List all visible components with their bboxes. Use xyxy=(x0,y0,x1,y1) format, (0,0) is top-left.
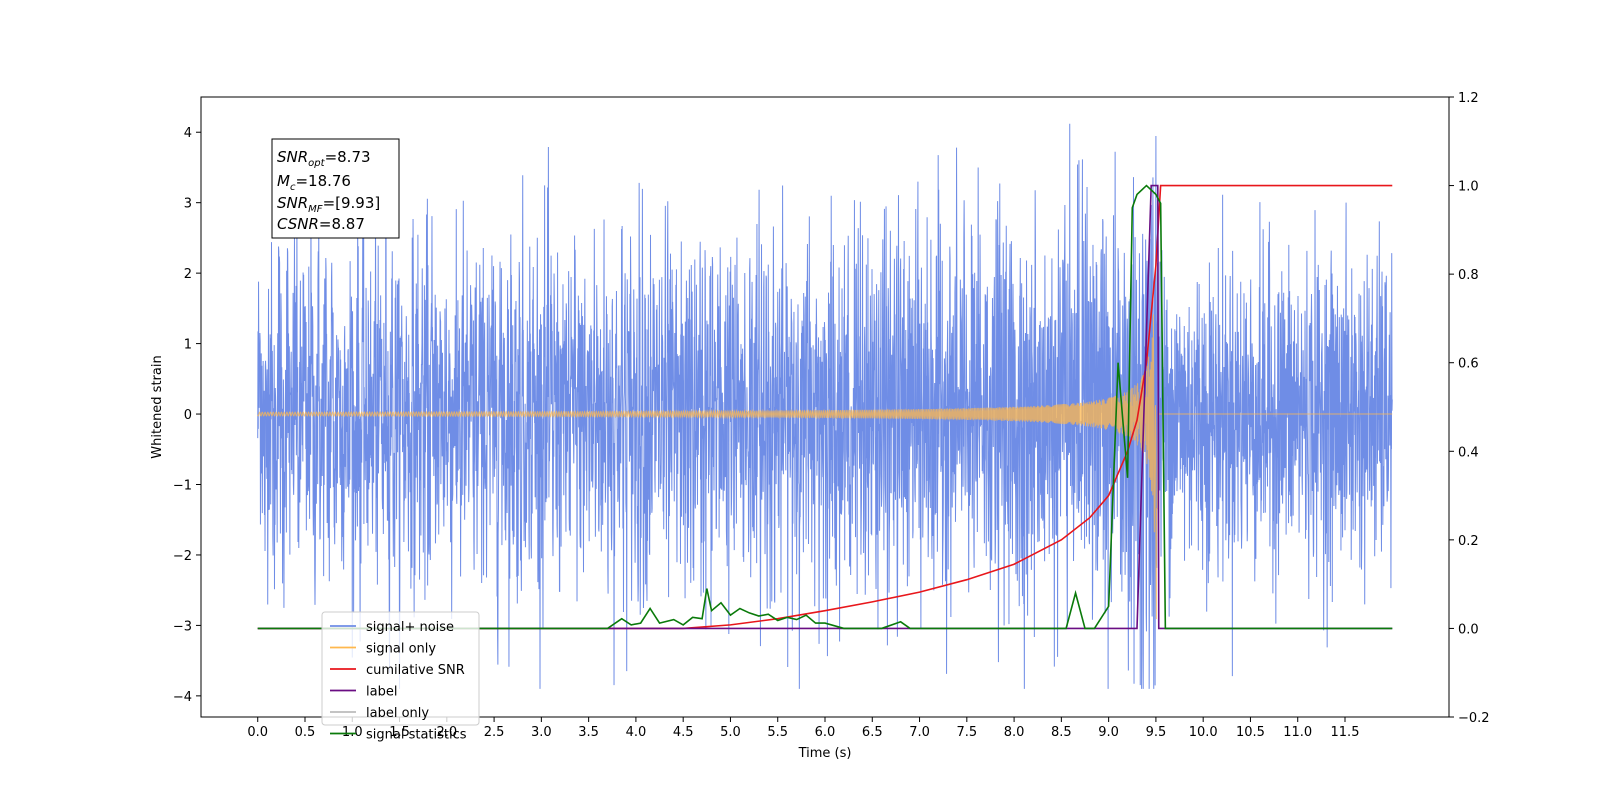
x-tick-label: 4.0 xyxy=(626,725,647,740)
x-tick-label: 5.0 xyxy=(720,725,741,740)
x-tick-label: 8.5 xyxy=(1051,725,1072,740)
y-right-tick-label: 0.4 xyxy=(1458,445,1479,460)
x-tick-label: 8.0 xyxy=(1004,725,1025,740)
x-axis-label: Time (s) xyxy=(798,746,852,761)
legend-frame xyxy=(321,611,480,726)
annotation-box: SNRopt=8.73 Mc=18.76 SNRMF=[9.93] CSNR=8… xyxy=(271,138,400,239)
series-layer xyxy=(257,123,1393,689)
y-right-tick-label: −0.2 xyxy=(1458,711,1490,726)
x-tick-label: 4.5 xyxy=(673,725,694,740)
x-tick-label: 2.5 xyxy=(484,725,505,740)
x-tick-label: 10.0 xyxy=(1189,725,1218,740)
legend-label: signal+ noise xyxy=(366,620,454,635)
x-tick-label: 5.5 xyxy=(767,725,788,740)
annotation-snr-opt: SNRopt=8.73 xyxy=(277,148,371,169)
x-tick-label: 10.5 xyxy=(1236,725,1265,740)
series-signal-statistics xyxy=(257,184,1393,630)
x-tick-label: 11.5 xyxy=(1331,725,1360,740)
annotation-snr-mf: SNRMF=[9.93] xyxy=(277,194,380,215)
y-left-tick-label: 1 xyxy=(184,338,192,353)
x-tick-label: 6.5 xyxy=(862,725,883,740)
x-axis-ticks: 0.0 0.5 1.0 1.5 2.0 2.5 3.0 3.5 4.0 4.5 5.0 5.5 6.0 6… xyxy=(247,717,1359,740)
series-label xyxy=(257,184,1393,630)
legend-label: signal only xyxy=(366,642,436,657)
x-tick-label: 3.5 xyxy=(578,725,599,740)
x-tick-label: 0.5 xyxy=(295,725,316,740)
y-left-tick-label: 4 xyxy=(184,126,192,141)
legend-label: label xyxy=(366,685,397,700)
x-tick-label: 7.0 xyxy=(909,725,930,740)
legend-label: signal statistics xyxy=(366,728,467,743)
y-right-tick-label: 0.8 xyxy=(1458,268,1479,283)
series-cumulative-snr xyxy=(257,184,1393,630)
y-axis-label: Whitened strain xyxy=(150,355,165,458)
x-tick-label: 9.5 xyxy=(1146,725,1167,740)
y-left-tick-label: 0 xyxy=(184,408,192,423)
series-signal-only xyxy=(257,314,1393,620)
x-tick-label: 2.0 xyxy=(436,725,457,740)
y-right-tick-label: 0.2 xyxy=(1458,534,1479,549)
legend: signal+ noise signal only cumilative SNR la… xyxy=(321,611,480,743)
y-left-tick-label: 3 xyxy=(184,197,192,212)
x-tick-label: 3.0 xyxy=(531,725,552,740)
series-signal-noise xyxy=(257,123,1393,689)
y-left-tick-label: −2 xyxy=(173,549,192,564)
x-tick-label: 11.0 xyxy=(1283,725,1312,740)
y-right-tick-label: 1.0 xyxy=(1458,180,1479,195)
y-left-tick-label: −1 xyxy=(173,479,192,494)
x-tick-label: 1.5 xyxy=(389,725,410,740)
x-tick-label: 7.5 xyxy=(956,725,977,740)
legend-label: label only xyxy=(366,706,429,721)
y-left-tick-label: 2 xyxy=(184,267,192,282)
y-left-axis-ticks: 4 3 2 1 0 −1 −2 −3 −4 xyxy=(173,126,201,705)
x-tick-label: 9.0 xyxy=(1098,725,1119,740)
legend-label: cumilative SNR xyxy=(366,663,465,678)
y-left-tick-label: −3 xyxy=(173,619,192,634)
x-tick-label: 0.0 xyxy=(247,725,268,740)
y-right-tick-label: 0.6 xyxy=(1458,357,1479,372)
y-right-axis-ticks: 1.2 1.0 0.8 0.6 0.4 0.2 0.0 −0.2 xyxy=(1449,91,1490,726)
y-right-tick-label: 1.2 xyxy=(1458,91,1479,106)
y-right-tick-label: 0.0 xyxy=(1458,622,1479,637)
annotation-mc: Mc=18.76 xyxy=(277,172,351,193)
annotation-csnr: CSNR=8.87 xyxy=(277,215,365,233)
x-tick-label: 6.0 xyxy=(815,725,836,740)
y-left-tick-label: −4 xyxy=(173,690,192,705)
x-tick-label: 1.0 xyxy=(342,725,363,740)
annotation-frame xyxy=(271,138,400,239)
